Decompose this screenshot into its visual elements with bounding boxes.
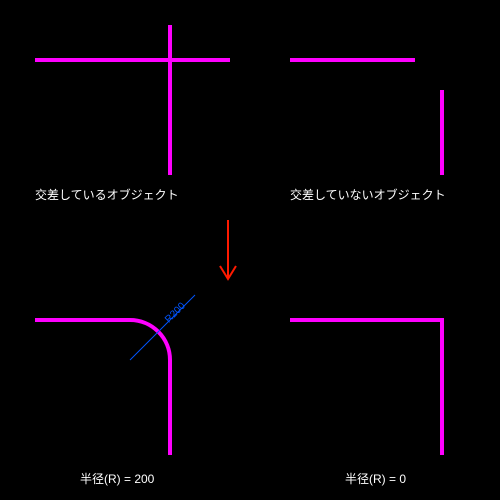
radius-leader-line	[130, 295, 195, 360]
transform-arrow	[220, 220, 236, 279]
label-top-right: 交差していないオブジェクト	[290, 186, 446, 203]
label-bottom-right: 半径(R) = 0	[345, 470, 406, 487]
label-top-left: 交差しているオブジェクト	[35, 186, 179, 203]
label-bottom-left: 半径(R) = 200	[80, 470, 154, 487]
diagram-canvas	[0, 0, 500, 500]
